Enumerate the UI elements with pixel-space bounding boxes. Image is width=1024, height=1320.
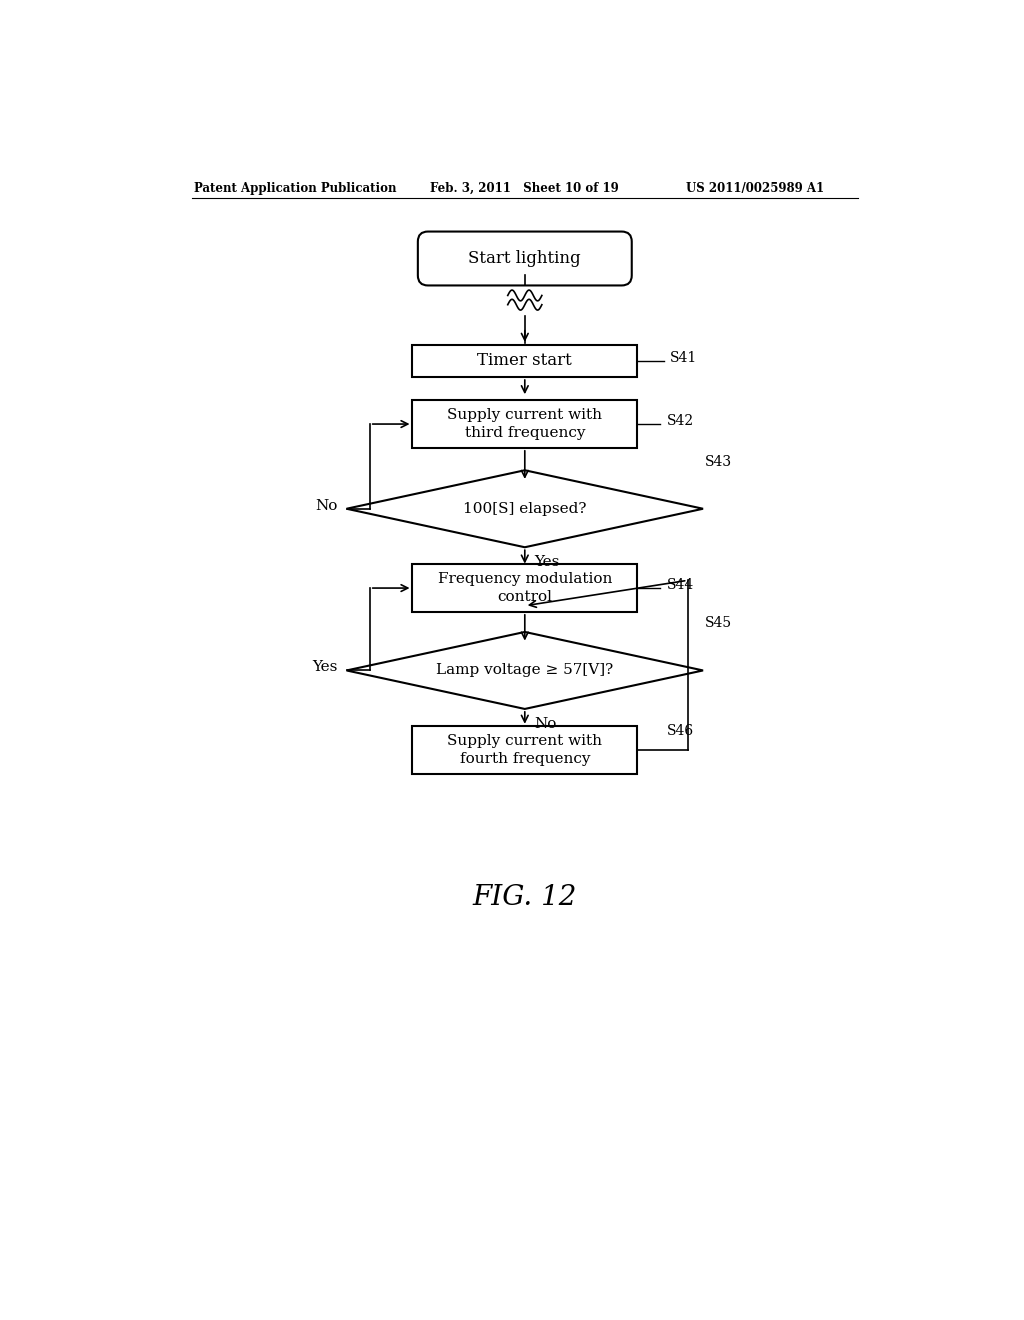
Text: No: No (535, 717, 556, 731)
FancyBboxPatch shape (413, 726, 637, 774)
Text: S46: S46 (667, 723, 693, 738)
Text: Yes: Yes (535, 554, 559, 569)
FancyBboxPatch shape (413, 400, 637, 447)
Text: Timer start: Timer start (477, 352, 572, 370)
Text: No: No (314, 499, 337, 512)
FancyBboxPatch shape (418, 231, 632, 285)
Text: S44: S44 (667, 578, 694, 591)
Text: Feb. 3, 2011   Sheet 10 of 19: Feb. 3, 2011 Sheet 10 of 19 (430, 182, 618, 194)
Text: S45: S45 (705, 616, 732, 631)
Text: US 2011/0025989 A1: US 2011/0025989 A1 (686, 182, 824, 194)
FancyBboxPatch shape (413, 345, 637, 378)
Text: S42: S42 (667, 414, 693, 428)
Text: Lamp voltage ≥ 57[V]?: Lamp voltage ≥ 57[V]? (436, 664, 613, 677)
Text: FIG. 12: FIG. 12 (473, 884, 577, 911)
Polygon shape (346, 470, 703, 548)
Polygon shape (346, 632, 703, 709)
Text: Supply current with
third frequency: Supply current with third frequency (447, 408, 602, 441)
Text: S41: S41 (670, 351, 697, 364)
Text: Supply current with
fourth frequency: Supply current with fourth frequency (447, 734, 602, 766)
Text: Frequency modulation
control: Frequency modulation control (437, 572, 612, 605)
Text: 100[S] elapsed?: 100[S] elapsed? (463, 502, 587, 516)
Text: Patent Application Publication: Patent Application Publication (194, 182, 396, 194)
Text: S43: S43 (705, 454, 732, 469)
FancyBboxPatch shape (413, 564, 637, 612)
Text: Start lighting: Start lighting (469, 249, 581, 267)
Text: Yes: Yes (312, 660, 337, 675)
